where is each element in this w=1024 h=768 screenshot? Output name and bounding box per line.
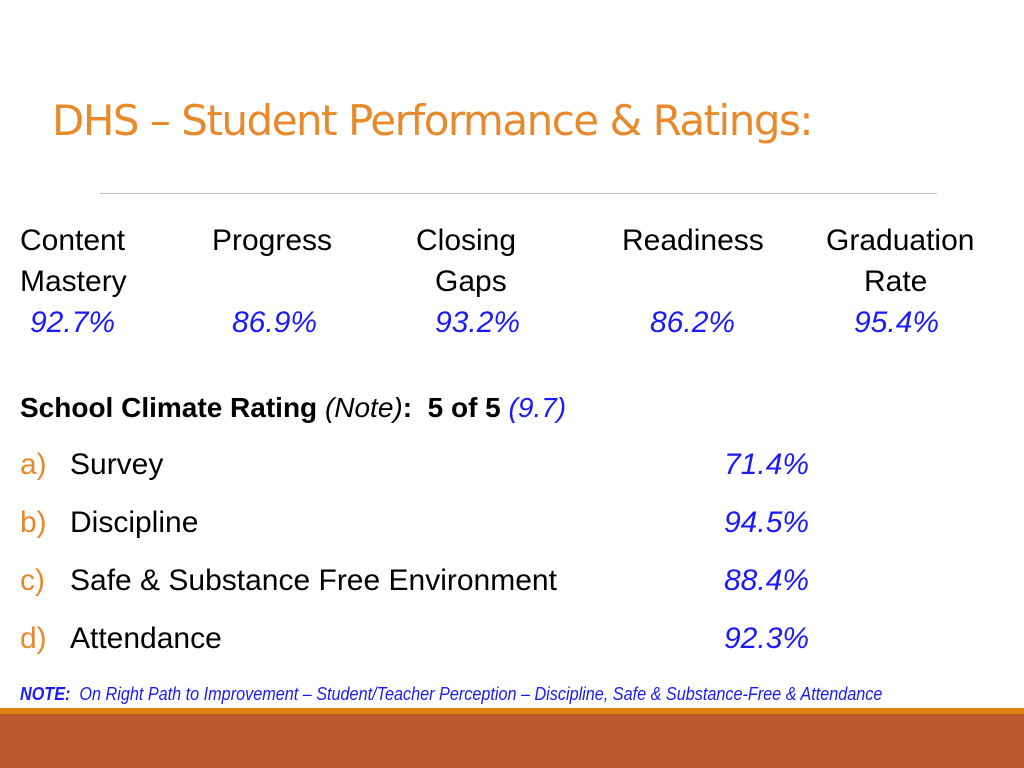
metric-label	[622, 261, 764, 302]
metric-label: Rate	[864, 265, 928, 298]
metric-progress: Progress 86.9%	[212, 220, 332, 343]
metric-closing-gaps: Closing Gaps 93.2%	[416, 220, 520, 343]
item-value: 88.4%	[724, 564, 810, 597]
item-label: Safe & Substance Free Environment	[70, 564, 557, 597]
metric-label: Mastery	[20, 265, 127, 298]
list-item: a) Survey 71.4%	[20, 448, 809, 482]
climate-colon: :	[402, 392, 413, 423]
item-label: Discipline	[70, 506, 199, 539]
list-item: b) Discipline 94.5%	[20, 506, 809, 540]
footer-band	[0, 714, 1024, 768]
climate-score: (9.7)	[508, 392, 567, 423]
item-letter: c)	[20, 564, 45, 597]
metric-label: Graduation	[826, 224, 975, 257]
title-divider	[100, 193, 937, 194]
metric-label: Readiness	[622, 224, 764, 257]
list-item: c) Safe & Substance Free Environment 88.4%	[20, 564, 809, 598]
metric-content-mastery: Content Mastery 92.7%	[20, 220, 127, 343]
footnote-text: On Right Path to Improvement – Student/T…	[79, 684, 883, 704]
item-label: Attendance	[70, 622, 222, 655]
school-climate-rating: School Climate Rating (Note): 5 of 5 (9.…	[20, 392, 566, 424]
metric-label: Gaps	[435, 265, 507, 298]
metric-value: 86.9%	[232, 306, 318, 339]
metric-label: Progress	[212, 224, 333, 257]
metric-value: 95.4%	[854, 306, 940, 339]
item-letter: a)	[20, 448, 47, 481]
item-label: Survey	[70, 448, 164, 481]
metric-label: Closing	[416, 224, 517, 257]
item-letter: d)	[20, 622, 47, 655]
climate-rating: 5 of 5	[427, 392, 501, 423]
climate-note-ref: (Note)	[324, 392, 403, 423]
metric-value: 86.2%	[650, 306, 736, 339]
list-item: d) Attendance 92.3%	[20, 622, 809, 656]
item-value: 94.5%	[724, 506, 810, 539]
item-value: 71.4%	[724, 448, 810, 481]
metric-label: Content	[20, 224, 126, 257]
footnote-label: NOTE:	[20, 684, 71, 704]
metric-label	[212, 261, 332, 302]
metric-value: 93.2%	[435, 306, 521, 339]
climate-label: School Climate Rating	[20, 392, 318, 423]
metric-graduation-rate: Graduation Rate 95.4%	[826, 220, 974, 343]
metric-readiness: Readiness 86.2%	[622, 220, 764, 343]
footer-accent-stripe	[0, 708, 1024, 714]
item-letter: b)	[20, 506, 47, 539]
metric-value: 92.7%	[30, 306, 116, 339]
slide-title: DHS – Student Performance & Ratings:	[52, 96, 814, 145]
footnote: NOTE: On Right Path to Improvement – Stu…	[20, 684, 882, 705]
item-value: 92.3%	[724, 622, 810, 655]
